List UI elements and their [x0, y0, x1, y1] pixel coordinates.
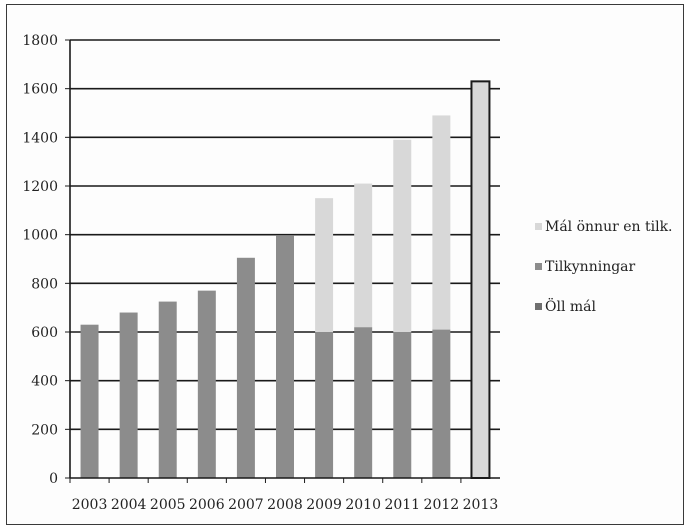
x-tick-label: 2009 [306, 497, 342, 513]
legend-label: Mál önnur en tilk. [545, 219, 673, 235]
x-tick-label: 2008 [267, 497, 303, 513]
bar-segment [471, 81, 490, 478]
bar-segment [315, 332, 334, 478]
y-tick-label: 1600 [22, 82, 58, 98]
bar-segment [432, 115, 451, 330]
axes [69, 40, 500, 479]
x-tick-label: 2007 [228, 497, 264, 513]
x-tick-label: 2013 [463, 497, 499, 513]
y-tick-label: 0 [49, 471, 58, 487]
x-tick-label: 2005 [150, 497, 186, 513]
bar-segment [393, 332, 412, 478]
bar-segment [236, 257, 255, 478]
bar-segment [158, 301, 177, 478]
y-axis-ticks: 0 200 400 600 800 1000 1200 1400 1600 1800 [22, 33, 70, 487]
bar-segment [119, 312, 138, 478]
y-tick-label: 1200 [22, 179, 58, 195]
bar-segment [315, 198, 334, 332]
y-tick-label: 200 [31, 422, 58, 438]
x-tick-label: 2012 [424, 497, 460, 513]
bar-segment [393, 139, 412, 332]
legend-label: Tilkynningar [545, 259, 636, 275]
y-tick-label: 1800 [22, 33, 58, 49]
bar-segment [432, 329, 451, 478]
legend: Mál önnur en tilk. Tilkynningar Öll mál [535, 219, 673, 315]
bar-segment [80, 324, 99, 478]
x-axis-ticks: 2003 2004 2005 2006 2007 2008 2009 2010 2011 2012… [69, 478, 499, 513]
x-tick-label: 2003 [72, 497, 108, 513]
y-tick-label: 1400 [22, 130, 58, 146]
legend-swatch [535, 263, 542, 270]
legend-swatch [535, 303, 542, 310]
y-tick-label: 600 [31, 325, 58, 341]
bar-segment [276, 235, 294, 478]
chart-frame [6, 4, 684, 525]
y-tick-label: 400 [31, 374, 58, 390]
y-tick-label: 800 [31, 276, 58, 292]
legend-label: Öll mál [545, 297, 597, 315]
bar-segment [354, 327, 373, 478]
grid-lines [70, 39, 500, 431]
x-tick-label: 2011 [384, 497, 420, 513]
bar-segment [197, 290, 216, 478]
x-tick-label: 2004 [111, 497, 147, 513]
x-tick-label: 2010 [345, 497, 381, 513]
x-tick-label: 2006 [189, 497, 225, 513]
bar-segment [354, 183, 373, 328]
bars [80, 80, 491, 479]
y-tick-label: 1000 [22, 228, 58, 244]
legend-swatch [535, 223, 542, 230]
